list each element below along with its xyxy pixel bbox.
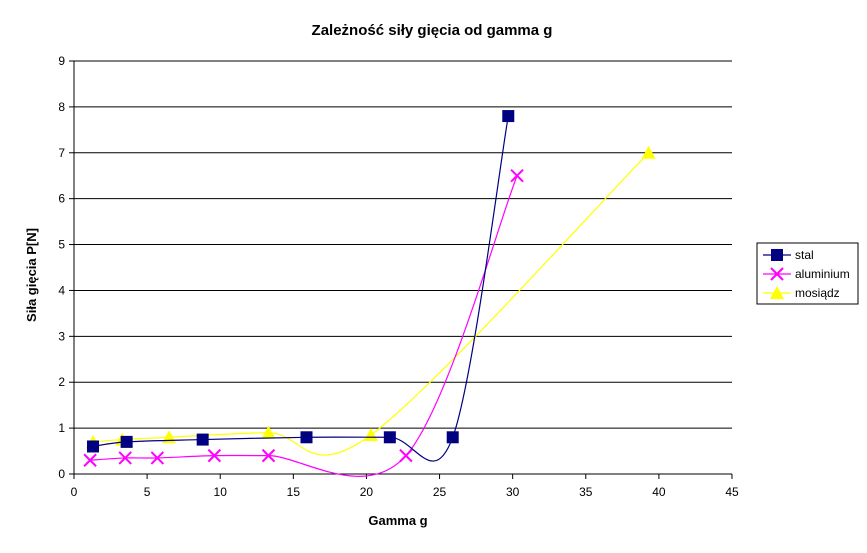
series-line xyxy=(92,152,650,456)
data-point xyxy=(120,435,133,448)
y-tick-label: 7 xyxy=(58,146,65,160)
series-0 xyxy=(87,110,515,462)
data-point xyxy=(150,451,165,465)
y-tick-label: 9 xyxy=(58,54,65,68)
data-point xyxy=(446,431,459,444)
data-point xyxy=(83,453,97,467)
y-axis-label: Siła gięcia P[N] xyxy=(24,228,39,322)
chart-title: Zależność siły gięcia od gamma g xyxy=(312,22,553,39)
data-point xyxy=(87,440,100,453)
data-point xyxy=(399,448,413,463)
y-tick-label: 6 xyxy=(58,192,65,206)
y-tick-label: 8 xyxy=(58,100,65,114)
data-point xyxy=(510,169,524,183)
x-tick-label: 5 xyxy=(144,485,151,499)
data-point xyxy=(641,145,656,159)
series-line xyxy=(92,115,509,462)
data-point xyxy=(196,433,209,446)
y-tick-label: 0 xyxy=(58,467,65,481)
series-1 xyxy=(83,169,524,477)
legend-marker xyxy=(771,249,783,261)
legend-label: mosiądz xyxy=(795,286,840,300)
y-tick-label: 1 xyxy=(58,421,65,435)
x-tick-label: 0 xyxy=(71,485,78,499)
data-point xyxy=(383,431,396,444)
y-tick-label: 5 xyxy=(58,238,65,252)
legend-marker xyxy=(770,286,784,299)
legend: stal aluminium mosiądz xyxy=(756,242,859,305)
data-point xyxy=(261,448,276,463)
y-tick-label: 2 xyxy=(58,375,65,389)
x-tick-label: 15 xyxy=(287,485,301,499)
legend-label: stal xyxy=(795,248,814,262)
x-tick-label: 30 xyxy=(506,485,520,499)
x-axis-label: Gamma g xyxy=(368,513,427,528)
series-line xyxy=(90,175,518,477)
x-tick-label: 45 xyxy=(725,485,739,499)
x-tick-label: 35 xyxy=(579,485,593,499)
y-tick-label: 3 xyxy=(58,329,65,343)
data-point xyxy=(261,425,276,439)
x-tick-label: 10 xyxy=(214,485,228,499)
series-2 xyxy=(86,145,656,456)
x-tick-label: 40 xyxy=(652,485,666,499)
x-tick-label: 25 xyxy=(433,485,447,499)
data-point xyxy=(118,451,132,465)
legend-marker xyxy=(770,267,784,281)
legend-label: aluminium xyxy=(795,267,850,281)
data-point xyxy=(363,427,378,441)
data-point xyxy=(207,448,222,463)
x-tick-label: 20 xyxy=(360,485,374,499)
data-point xyxy=(502,110,515,123)
y-tick-label: 4 xyxy=(58,283,65,297)
data-point xyxy=(300,431,313,444)
